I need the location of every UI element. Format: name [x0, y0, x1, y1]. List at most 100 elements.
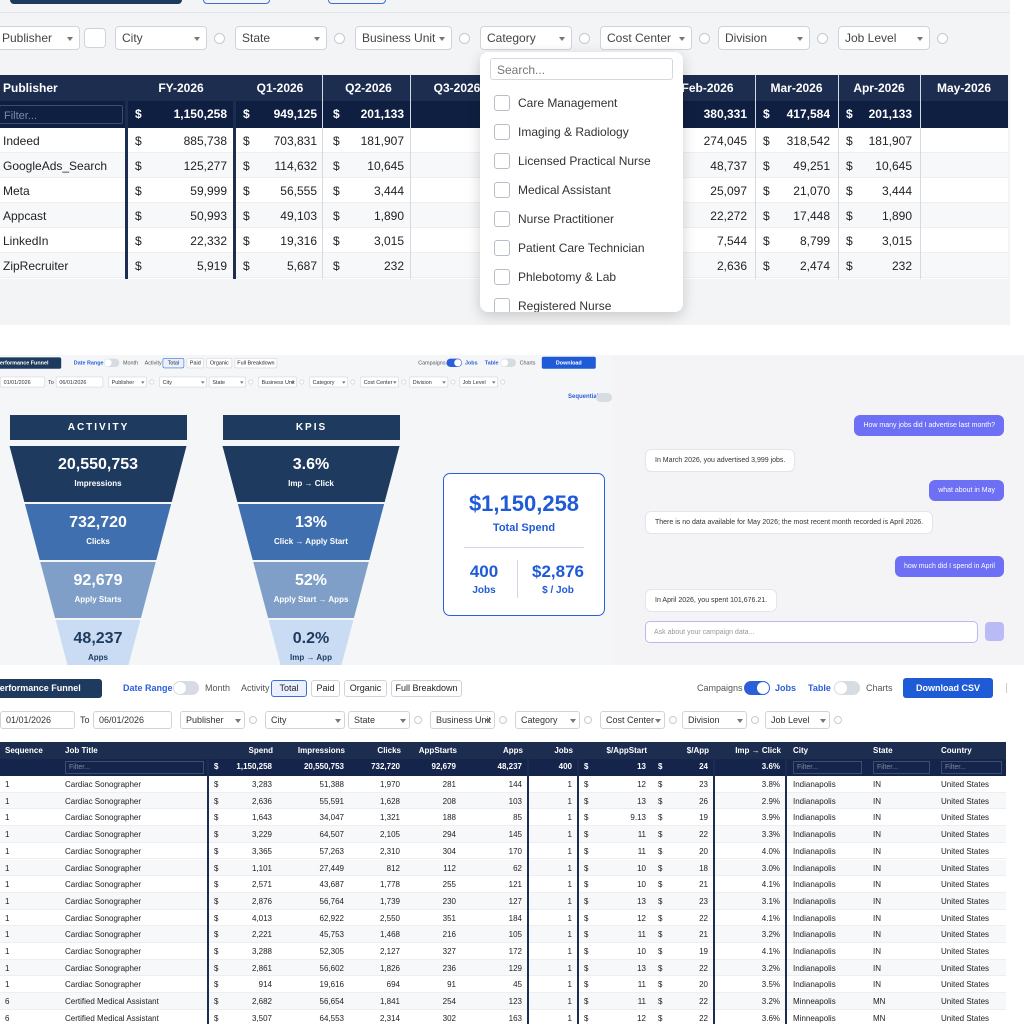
filter-select[interactable]: Category [480, 26, 572, 50]
add-filter-icon[interactable] [350, 379, 356, 385]
add-filter-icon[interactable] [584, 716, 592, 724]
filter-select[interactable]: City [115, 26, 207, 50]
report-title-button[interactable]: Report: Performance Funnel [0, 357, 62, 369]
add-filter-icon[interactable] [669, 716, 677, 724]
chat-input[interactable]: Ask about your campaign data... [645, 621, 978, 643]
filter-select[interactable]: Cost Center [360, 376, 400, 388]
toggle[interactable] [173, 681, 199, 695]
add-filter-icon[interactable] [834, 716, 842, 724]
dropdown-option[interactable]: Nurse Practitioner [480, 208, 683, 230]
add-filter-icon[interactable] [699, 33, 710, 44]
add-filter-icon[interactable] [579, 33, 590, 44]
date-input[interactable]: 06/01/2026 [55, 376, 104, 388]
filter-select[interactable]: Business Unit [258, 376, 297, 388]
add-filter-icon[interactable] [459, 33, 470, 44]
filter-select[interactable]: Division [682, 711, 747, 729]
checkbox[interactable] [494, 269, 510, 285]
dropdown-option[interactable]: Care Management [480, 92, 683, 114]
filter-select[interactable]: Business Unit [355, 26, 452, 50]
toggle[interactable] [744, 681, 770, 695]
filter-select[interactable]: Division [409, 376, 449, 388]
filter-select[interactable]: City [265, 711, 345, 729]
date-input[interactable]: 01/01/2026 [0, 711, 75, 729]
checkbox[interactable] [494, 240, 510, 256]
report-title-button[interactable]: Report: Performance Funnel [0, 679, 102, 698]
add-filter-icon[interactable] [149, 379, 155, 385]
toolbar-button[interactable]: Paid [186, 358, 205, 369]
currency-sign: $ [763, 259, 770, 273]
toolbar-button[interactable]: Full Breakdown [391, 680, 462, 697]
search-input[interactable]: Search... [490, 58, 673, 80]
toolbar-button[interactable]: Paid [311, 680, 340, 697]
toggle[interactable] [596, 393, 612, 402]
checkbox[interactable] [494, 182, 510, 198]
add-filter-icon[interactable] [500, 379, 506, 385]
add-filter-icon[interactable] [817, 33, 828, 44]
filter-select[interactable]: State [348, 711, 410, 729]
filter-select[interactable]: Job Level [459, 376, 499, 388]
date-input[interactable]: 01/01/2026 [0, 376, 45, 388]
filter-select[interactable]: Category [515, 711, 580, 729]
filter-select[interactable]: Job Level [838, 26, 930, 50]
dropdown-option[interactable]: Licensed Practical Nurse [480, 150, 683, 172]
add-filter-icon[interactable] [937, 33, 948, 44]
add-filter-icon[interactable] [299, 379, 305, 385]
table-cell: Minneapolis [786, 993, 866, 1010]
toolbar-button[interactable]: Full Breakdown [234, 358, 278, 369]
table-cell: 3.2% [714, 959, 786, 977]
filter-input[interactable]: Filter... [873, 761, 930, 774]
filter-select[interactable]: Publisher [0, 26, 80, 50]
filter-select[interactable]: State [235, 26, 327, 50]
pin-button[interactable] [84, 28, 106, 48]
toggle[interactable] [446, 358, 463, 367]
filter-select[interactable]: Cost Center [600, 711, 665, 729]
download-button[interactable]: Download [541, 356, 596, 369]
filter-select[interactable]: Business Unit [430, 711, 495, 729]
filter-select[interactable]: Cost Center [600, 26, 692, 50]
filter-select[interactable]: Publisher [180, 711, 245, 729]
checkbox[interactable] [494, 124, 510, 140]
filter-input[interactable]: Filter... [65, 761, 204, 774]
add-filter-icon[interactable] [450, 379, 456, 385]
toolbar-button[interactable]: Organic [206, 358, 233, 369]
dropdown-option[interactable]: Patient Care Technician [480, 237, 683, 259]
add-filter-icon[interactable] [249, 716, 257, 724]
dropdown-option[interactable]: Registered Nurse [480, 295, 683, 312]
add-filter-icon[interactable] [499, 716, 507, 724]
filter-select[interactable]: State [208, 376, 247, 388]
checkbox[interactable] [494, 95, 510, 111]
date-input[interactable]: 06/01/2026 [93, 711, 172, 729]
add-filter-icon[interactable] [248, 379, 254, 385]
currency-sign: $ [135, 259, 142, 273]
checkbox[interactable] [494, 211, 510, 227]
toggle[interactable] [103, 358, 120, 367]
cell-value: 181,907 [868, 134, 912, 148]
download-button[interactable]: Download CSV [903, 678, 993, 698]
filter-select[interactable]: Category [309, 376, 348, 388]
toggle[interactable] [834, 681, 860, 695]
filter-input[interactable]: Filter... [0, 105, 123, 124]
filter-select[interactable]: Division [718, 26, 810, 50]
filter-select[interactable]: Job Level [765, 711, 830, 729]
checkbox[interactable] [494, 153, 510, 169]
dropdown-option[interactable]: Imaging & Radiology [480, 121, 683, 143]
toolbar-button[interactable]: Total [271, 680, 307, 697]
add-filter-icon[interactable] [751, 716, 759, 724]
checkbox[interactable] [494, 298, 510, 312]
toggle[interactable] [500, 358, 516, 367]
divider [517, 560, 518, 598]
toolbar-button[interactable]: Total [162, 358, 185, 369]
filter-input[interactable]: Filter... [941, 761, 1002, 774]
add-filter-icon[interactable] [414, 716, 422, 724]
filter-select[interactable]: City [159, 376, 208, 388]
toolbar-button[interactable]: Organic [344, 680, 387, 697]
dropdown-option[interactable]: Phlebotomy & Lab [480, 266, 683, 288]
add-filter-icon[interactable] [214, 33, 225, 44]
currency-sign: $ [763, 184, 770, 198]
add-filter-icon[interactable] [334, 33, 345, 44]
send-button[interactable] [985, 622, 1004, 641]
filter-input[interactable]: Filter... [793, 761, 862, 774]
filter-select[interactable]: Publisher [108, 376, 147, 388]
dropdown-option[interactable]: Medical Assistant [480, 179, 683, 201]
add-filter-icon[interactable] [401, 379, 407, 385]
